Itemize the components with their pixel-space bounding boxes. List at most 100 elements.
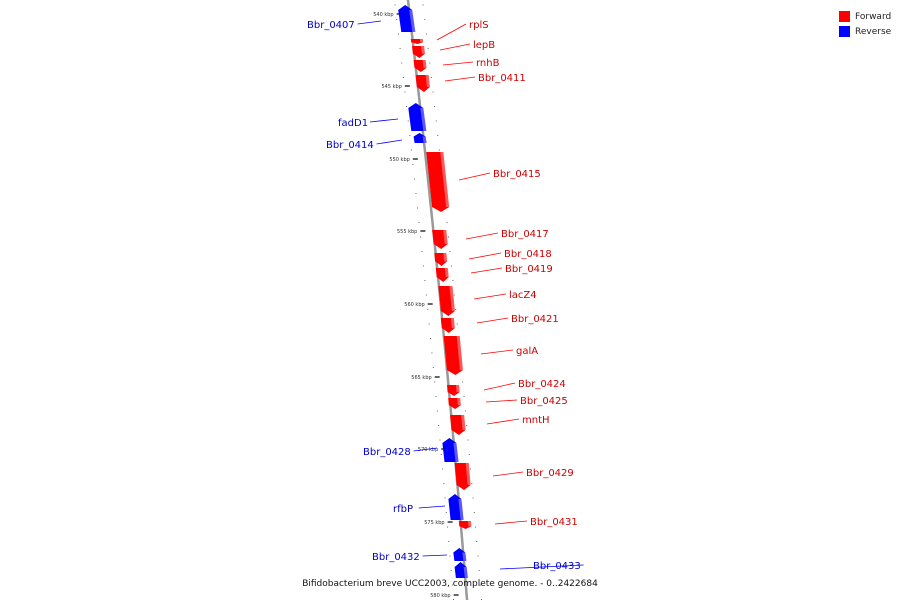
gene-shading <box>456 336 463 370</box>
label-leader <box>465 232 499 240</box>
gene-label-Bbr_0425[interactable]: Bbr_0425 <box>520 396 568 407</box>
scale-ticks: 540 kbp 545 kbp 550 kbp 555 kbp 560 kbp 565 k… <box>373 4 483 600</box>
gene-label-rplS[interactable]: rplS <box>469 20 489 31</box>
gene-arrow <box>454 562 468 578</box>
scale-label: 560 kbp <box>404 302 424 308</box>
gene-arrow <box>413 60 427 72</box>
gene-lacZ4[interactable] <box>438 286 455 316</box>
label-leader <box>439 43 471 51</box>
gene-shading <box>425 75 430 87</box>
gene-Bbr_0411[interactable] <box>415 75 430 92</box>
gene-Bbr_0419[interactable] <box>435 268 449 282</box>
gene-shading <box>409 10 416 32</box>
scale-label: 575 kbp <box>424 520 444 526</box>
label-leader <box>499 564 584 570</box>
gene-arrow <box>413 133 427 143</box>
gene-label-Bbr_0415[interactable]: Bbr_0415 <box>493 169 541 180</box>
gene-arrow <box>448 494 464 520</box>
gene-label-Bbr_0421[interactable]: Bbr_0421 <box>511 314 559 325</box>
legend-item-forward: Forward <box>839 9 891 24</box>
scale-label: 540 kbp <box>373 12 393 18</box>
gene-shading <box>443 230 448 244</box>
gene-label-Bbr_0429[interactable]: Bbr_0429 <box>526 468 574 479</box>
label-leader <box>436 23 467 41</box>
label-leader <box>483 382 516 391</box>
gene-label-Bbr_0431[interactable]: Bbr_0431 <box>530 517 578 528</box>
gene-arrow <box>434 253 448 266</box>
forward-swatch <box>839 11 850 22</box>
gene-arrow <box>440 318 455 333</box>
gene-Bbr_0428[interactable] <box>442 438 459 462</box>
gene-arrow <box>408 103 427 131</box>
gene-label-Bbr_0407[interactable]: Bbr_0407 <box>307 20 355 31</box>
gene-track <box>398 5 472 578</box>
scale-label: 565 kbp <box>411 375 431 381</box>
legend: Forward Reverse <box>839 9 891 39</box>
gene-label-lacZ4[interactable]: lacZ4 <box>509 290 537 301</box>
gene-label-galA[interactable]: galA <box>516 346 538 357</box>
gene-shading <box>462 552 467 561</box>
gene-mntH[interactable] <box>450 415 466 435</box>
gene-rnhB[interactable] <box>413 60 427 72</box>
gene-arrow <box>447 385 460 396</box>
label-leader <box>476 317 509 324</box>
label-leader <box>369 118 399 123</box>
gene-Bbr_0414[interactable] <box>413 133 427 143</box>
gene-galA[interactable] <box>443 336 463 375</box>
gene-Bbr_0418[interactable] <box>434 253 448 266</box>
gene-arrow <box>426 152 450 212</box>
gene-label-rnhB[interactable]: rnhB <box>476 58 500 69</box>
gene-label-Bbr_0428[interactable]: Bbr_0428 <box>363 447 411 458</box>
gene-label-Bbr_0418[interactable]: Bbr_0418 <box>504 249 552 260</box>
gene-arrow <box>458 521 472 529</box>
gene-rfbP[interactable] <box>448 494 464 520</box>
gene-arrow <box>415 75 430 92</box>
gene-label-rfbP[interactable]: rfbP <box>393 504 413 515</box>
gene-label-lepB[interactable]: lepB <box>473 40 495 51</box>
legend-item-reverse: Reverse <box>839 24 891 39</box>
gene-shading <box>421 46 425 54</box>
label-leader <box>376 139 403 145</box>
gene-label-Bbr_0419[interactable]: Bbr_0419 <box>505 264 553 275</box>
gene-shading <box>465 463 471 485</box>
gene-Bbr_0432[interactable] <box>453 548 467 561</box>
gene-label-Bbr_0432[interactable]: Bbr_0432 <box>372 552 420 563</box>
gene-label-Bbr_0433[interactable]: Bbr_0433 <box>533 561 581 572</box>
gene-label-Bbr_0424[interactable]: Bbr_0424 <box>518 379 566 390</box>
gene-arrow <box>443 336 463 375</box>
gene-Bbr_0431[interactable] <box>458 521 472 529</box>
gene-Bbr_0433[interactable] <box>454 562 468 578</box>
gene-Bbr_0417[interactable] <box>432 230 448 249</box>
gene-arrow <box>435 268 449 282</box>
gene-arrow <box>454 463 471 490</box>
gene-labels: Bbr_0407 rplS lepB rnhB Bbr_0411 fadD1 Bbr_041… <box>307 20 584 572</box>
gene-fadD1[interactable] <box>408 103 427 131</box>
gene-rplS[interactable] <box>410 39 424 44</box>
gene-shading <box>458 499 464 520</box>
gene-Bbr_0424[interactable] <box>447 385 460 396</box>
gene-arrow <box>442 438 459 462</box>
gene-shading <box>449 286 455 311</box>
gene-Bbr_0429[interactable] <box>454 463 471 490</box>
label-leader <box>458 172 491 181</box>
gene-lepB[interactable] <box>412 46 425 58</box>
gene-Bbr_0425[interactable] <box>448 398 461 409</box>
label-leader <box>442 61 474 66</box>
gene-Bbr_0407[interactable] <box>398 5 416 32</box>
gene-arrow <box>450 415 466 435</box>
gene-arrow <box>410 39 424 44</box>
gene-shading <box>422 136 427 143</box>
gene-shading <box>456 385 460 393</box>
scale-label: 545 kbp <box>381 84 401 90</box>
gene-shading <box>461 415 466 430</box>
scale-label: 550 kbp <box>389 157 409 163</box>
gene-label-Bbr_0417[interactable]: Bbr_0417 <box>501 229 549 240</box>
label-leader <box>422 554 448 557</box>
gene-Bbr_0421[interactable] <box>440 318 455 333</box>
gene-label-Bbr_0411[interactable]: Bbr_0411 <box>478 73 526 84</box>
gene-label-fadD1[interactable]: fadD1 <box>338 118 368 129</box>
gene-label-Bbr_0414[interactable]: Bbr_0414 <box>326 140 374 151</box>
gene-Bbr_0415[interactable] <box>426 152 450 212</box>
gene-arrow <box>453 548 467 561</box>
gene-label-mntH[interactable]: mntH <box>522 415 550 426</box>
